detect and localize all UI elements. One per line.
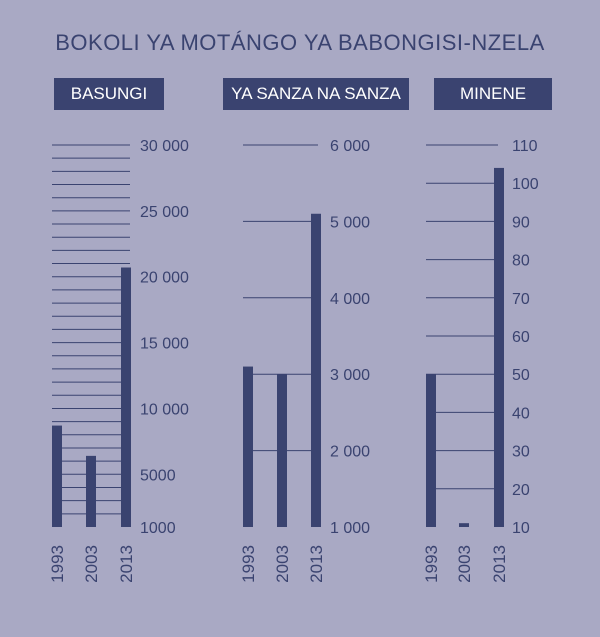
bar-2003 [86,455,96,527]
category-label: 2003 [273,545,292,583]
tick-label: 25 000 [140,204,189,221]
tick-label: 10 000 [140,401,189,418]
tick-label: 110 [512,138,538,155]
tick-label: 30 [512,444,530,461]
panel-header-minene: MINENE [434,78,552,110]
tick-label: 30 000 [140,138,189,155]
category-label: 1993 [239,545,258,583]
tick-label: 4 000 [330,291,370,308]
bar-2013 [494,167,504,528]
bar-1993 [243,366,253,527]
tick-label: 80 [512,253,530,270]
tick-label: 2 000 [330,444,370,461]
chart-title: BOKOLI YA MOTÁNGO YA BABONGISI-NZELA [55,30,545,55]
category-label: 2013 [490,545,509,583]
bar-2003 [459,523,469,527]
category-label: 2013 [307,545,326,583]
tick-label: 90 [512,214,530,231]
tick-label: 1000 [140,520,176,537]
tick-label: 20 [512,482,530,499]
tick-label: 20 000 [140,270,189,287]
category-label: 1993 [422,545,441,583]
tick-label: 3 000 [330,367,370,384]
tick-label: 5000 [140,467,176,484]
tick-label: 60 [512,329,530,346]
bar-2013 [121,267,131,527]
category-label: 2003 [82,545,101,583]
tick-label: 1 000 [330,520,370,537]
tick-label: 5 000 [330,214,370,231]
category-label: 1993 [48,545,67,583]
tick-label: 100 [512,176,539,193]
bar-2003 [277,374,287,527]
bar-1993 [52,425,62,527]
category-label: 2003 [455,545,474,583]
tick-label: 10 [512,520,530,537]
tick-label: 6 000 [330,138,370,155]
bar-2013 [311,213,321,527]
panel-header-basungi: BASUNGI [54,78,164,110]
panel-header-ya-sanza-na-sanza: YA SANZA NA SANZA [223,78,409,110]
tick-label: 50 [512,367,530,384]
category-label: 2013 [117,545,136,583]
tick-label: 40 [512,405,530,422]
tick-label: 15 000 [140,336,189,353]
tick-label: 70 [512,291,530,308]
bar-1993 [426,374,436,527]
